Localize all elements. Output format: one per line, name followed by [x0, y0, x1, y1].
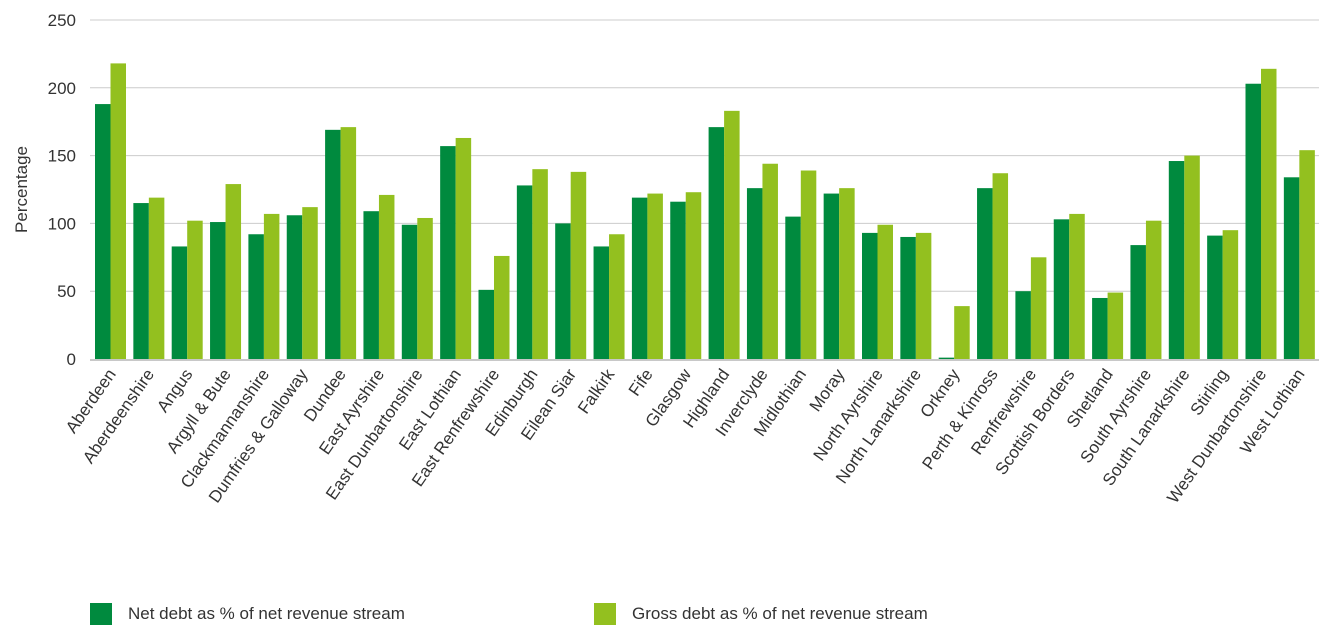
y-tick-label: 0 [67, 350, 76, 369]
bar-net-debt [1245, 83, 1261, 360]
bar-net-debt [401, 224, 418, 359]
bar-net-debt [746, 188, 763, 359]
bar-net-debt [325, 129, 341, 359]
x-tick-label: Falkirk [574, 365, 619, 417]
bar-gross-debt [302, 207, 318, 359]
bar-gross-debt [1145, 220, 1162, 359]
bar-gross-debt [570, 171, 587, 359]
bar-gross-debt [762, 163, 778, 359]
bar-gross-debt [1069, 213, 1085, 359]
bar-net-debt [1015, 291, 1031, 359]
legend-swatch-net-debt [90, 603, 112, 625]
legend-swatch-gross-debt [594, 603, 616, 625]
bar-gross-debt [800, 170, 817, 359]
y-tick-label: 250 [48, 11, 76, 30]
bar-net-debt [363, 211, 379, 359]
y-tick-labels: 0 50 100 150 200 250 [48, 11, 76, 369]
bar-gross-debt [455, 137, 472, 359]
bar-net-debt [478, 289, 494, 359]
bar-net-debt [708, 127, 725, 360]
bar-net-debt [440, 146, 456, 359]
bar-gross-debt [724, 110, 740, 360]
bar-net-debt [286, 215, 303, 359]
bar-net-debt [95, 104, 111, 360]
bar-gross-debt [1107, 292, 1124, 359]
bar-gross-debt [417, 217, 433, 359]
bar-gross-debt [1299, 150, 1315, 359]
y-tick-label: 200 [48, 79, 76, 98]
bar-gross-debt [1261, 68, 1277, 359]
bar-gross-debt [1184, 155, 1200, 359]
bar-net-debt [1207, 235, 1223, 359]
bar-gross-debt [378, 194, 395, 359]
bar-net-debt [900, 236, 916, 359]
bars [95, 63, 1315, 360]
bar-net-debt [210, 222, 226, 359]
bar-net-debt [133, 203, 149, 359]
bar-net-debt [631, 197, 648, 359]
bar-gross-debt [110, 63, 126, 359]
bar-chart: 0 50 100 150 200 250 Percentage AberdeenAberd… [12, 11, 1319, 507]
bar-net-debt [171, 246, 188, 359]
bar-net-debt [1168, 161, 1185, 359]
bar-gross-debt [954, 306, 970, 359]
bar-net-debt [1130, 245, 1146, 359]
bar-gross-debt [647, 193, 663, 359]
legend: Net debt as % of net revenue stream Gros… [0, 603, 1319, 625]
bar-gross-debt [187, 220, 203, 359]
bar-gross-debt [148, 197, 165, 359]
bar-net-debt [593, 246, 610, 359]
y-tick-label: 150 [48, 147, 76, 166]
bar-gross-debt [263, 213, 280, 359]
bar-net-debt [1053, 219, 1070, 359]
bar-net-debt [785, 216, 801, 359]
bar-gross-debt [225, 184, 242, 359]
legend-label-gross-debt: Gross debt as % of net revenue stream [632, 604, 928, 623]
bar-net-debt [862, 232, 878, 359]
bar-net-debt [555, 223, 571, 359]
bar-gross-debt [685, 192, 702, 359]
bar-net-debt [516, 185, 533, 359]
bar-net-debt [938, 357, 955, 359]
bar-gross-debt [992, 173, 1009, 359]
bar-gross-debt [877, 224, 893, 359]
y-tick-label: 50 [57, 282, 76, 301]
bar-gross-debt [915, 232, 932, 359]
legend-item-gross-debt: Gross debt as % of net revenue stream [594, 603, 928, 625]
bar-net-debt [670, 201, 686, 359]
bar-net-debt [1092, 297, 1108, 359]
bar-gross-debt [340, 127, 357, 360]
bar-gross-debt [532, 169, 548, 359]
legend-item-net-debt: Net debt as % of net revenue stream [90, 603, 405, 625]
x-tick-label: Fife [625, 365, 657, 399]
bar-gross-debt [839, 188, 855, 359]
bar-net-debt [977, 188, 993, 359]
bar-net-debt [823, 193, 840, 359]
bar-net-debt [1283, 177, 1300, 359]
bar-gross-debt [1222, 230, 1239, 359]
bar-gross-debt [494, 255, 510, 359]
bar-gross-debt [609, 234, 625, 359]
bar-gross-debt [1030, 257, 1047, 359]
legend-label-net-debt: Net debt as % of net revenue stream [128, 604, 405, 623]
bar-net-debt [248, 234, 264, 359]
y-axis-label: Percentage [12, 146, 31, 233]
y-tick-label: 100 [48, 214, 76, 233]
